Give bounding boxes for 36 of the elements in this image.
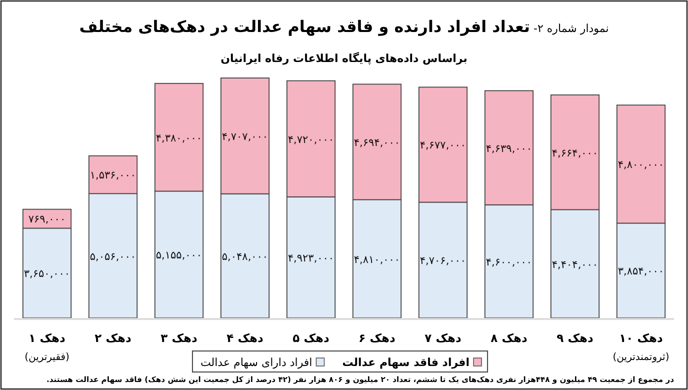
- x-tick-label: دهک ۸: [490, 331, 528, 345]
- data-label: ۴,۶۹۴,۰۰۰: [354, 136, 400, 149]
- data-label: ۷۶۹,۰۰۰: [28, 214, 66, 226]
- data-label: ۳,۸۵۴,۰۰۰: [618, 266, 664, 278]
- data-label: ۴,۸۱۰,۰۰۰: [354, 254, 400, 266]
- x-tick-label: دهک ۲: [94, 331, 132, 345]
- x-tick-label: دهک ۷: [424, 331, 462, 345]
- data-label: ۱,۵۳۶,۰۰۰: [90, 170, 136, 182]
- x-tick-label: دهک ۱: [28, 331, 66, 345]
- subtitle: براساس داده‌های پایگاه اطلاعات رفاه ایرانیان: [220, 52, 468, 65]
- data-label: ۵,۰۵۶,۰۰۰: [90, 250, 136, 263]
- data-label: ۴,۹۲۳,۰۰۰: [288, 252, 334, 264]
- x-tick-label: دهک ۵: [292, 331, 330, 345]
- data-label: ۴,۶۷۷,۰۰۰: [420, 140, 466, 152]
- title: نمودار شماره ۲- تعداد افراد دارنده و فاقد سهام عدالت در دهک‌های مختلف: [79, 17, 609, 36]
- data-label: ۴,۷۰۶,۰۰۰: [420, 255, 466, 268]
- data-label: ۴,۶۰۰,۰۰۰: [486, 256, 532, 268]
- data-label: ۴,۷۰۷,۰۰۰: [222, 130, 268, 143]
- text: (فقیرترین): [24, 352, 70, 363]
- data-label: ۴,۸۰۰,۰۰۰: [618, 159, 664, 172]
- data-label: ۴,۶۶۴,۰۰۰: [552, 147, 598, 160]
- data-label: ۴,۳۸۰,۰۰۰: [156, 132, 202, 144]
- x-tick-label: دهک ۹: [556, 331, 594, 345]
- data-label: ۳,۶۵۰,۰۰۰: [24, 268, 70, 280]
- x-tick-label: دهک ۱۰: [619, 331, 663, 345]
- x-tick-label: دهک ۶: [358, 331, 396, 345]
- data-label: ۴,۴۰۴,۰۰۰: [552, 258, 598, 271]
- x-tick-label: دهک ۴: [226, 331, 264, 345]
- data-label: ۴,۷۲۰,۰۰۰: [288, 134, 334, 146]
- legend-label: افراد دارای سهام عدالت: [200, 356, 312, 369]
- data-label: ۴,۶۳۹,۰۰۰: [486, 142, 532, 155]
- data-label: ۵,۰۴۸,۰۰۰: [222, 250, 268, 263]
- legend-label: افراد فاقد سهام عدالت: [342, 356, 470, 369]
- x-tick-label: دهک ۳: [160, 331, 198, 345]
- data-label: ۵,۱۵۵,۰۰۰: [156, 250, 202, 262]
- text: (ثروتمندترین): [612, 352, 670, 363]
